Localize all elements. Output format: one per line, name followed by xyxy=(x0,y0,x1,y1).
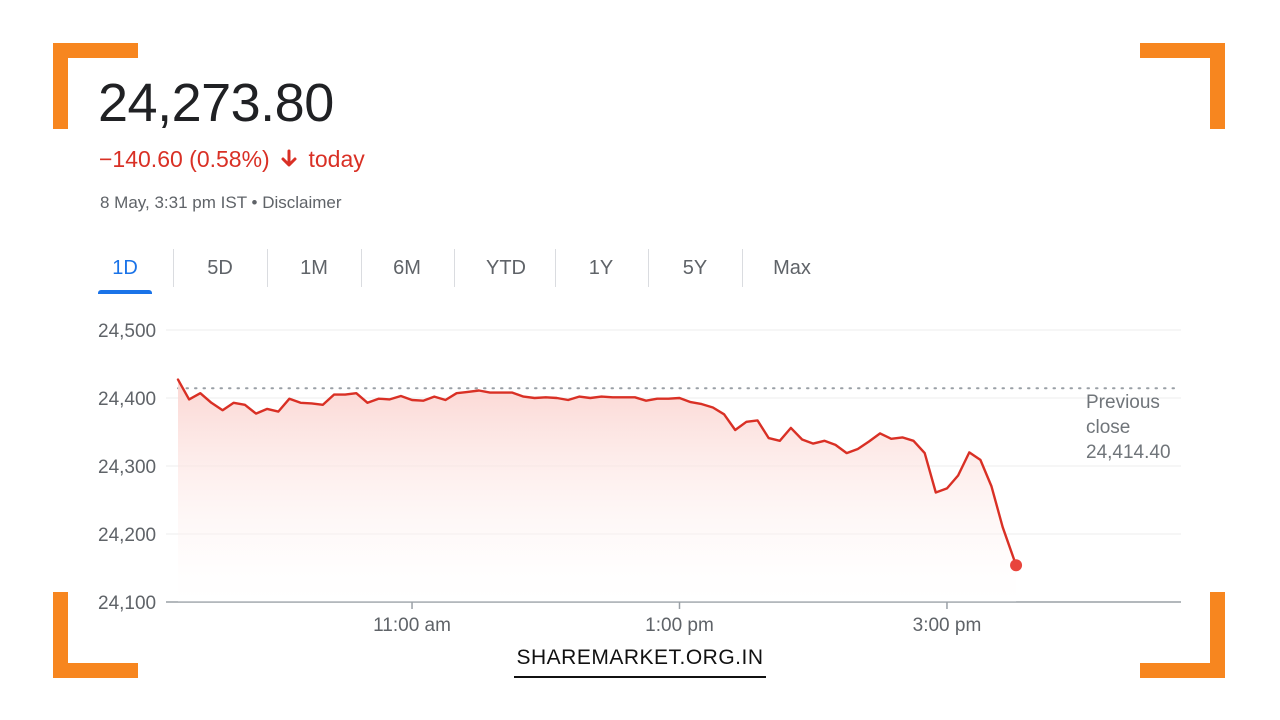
tab-label: Max xyxy=(773,257,811,279)
tab-label: 6M xyxy=(393,257,421,279)
price-change-suffix: today xyxy=(308,146,365,172)
tab-label: 1D xyxy=(112,257,138,279)
tab-label: 5Y xyxy=(682,257,708,279)
tab-divider xyxy=(454,249,455,287)
price-change-value: −140.60 (0.58%) xyxy=(99,146,270,172)
current-price: 24,273.80 xyxy=(98,73,334,133)
tab-label: 5D xyxy=(207,257,233,279)
y-tick-label: 24,500 xyxy=(98,321,156,342)
frame-corner-bottom-right xyxy=(1140,592,1225,678)
frame-corner-bottom-left xyxy=(53,592,138,678)
tab-1y[interactable]: 1Y xyxy=(574,246,628,292)
y-tick-label: 24,200 xyxy=(98,525,156,546)
previous-close-label: close xyxy=(1086,417,1130,438)
tab-divider xyxy=(173,249,174,287)
tab-divider xyxy=(555,249,556,287)
tab-divider xyxy=(742,249,743,287)
tab-label: YTD xyxy=(486,257,526,279)
previous-close-label: Previous xyxy=(1086,392,1160,413)
tab-label: 1M xyxy=(300,257,328,279)
active-tab-indicator xyxy=(98,290,152,294)
series-area-fill xyxy=(178,379,1017,602)
y-tick-label: 24,100 xyxy=(98,593,156,614)
tab-1m[interactable]: 1M xyxy=(287,246,341,292)
y-tick-label: 24,300 xyxy=(98,457,156,478)
tab-5d[interactable]: 5D xyxy=(193,246,247,292)
frame-corner-top-right xyxy=(1140,43,1225,129)
arrow-down-icon xyxy=(278,148,300,170)
x-tick-label: 3:00 pm xyxy=(913,615,982,636)
previous-close-label: 24,414.40 xyxy=(1086,442,1171,463)
frame-corner-top-left xyxy=(53,43,138,129)
tab-max[interactable]: Max xyxy=(762,246,822,292)
tab-1d[interactable]: 1D xyxy=(98,246,152,294)
quote-meta: 8 May, 3:31 pm IST • Disclaimer xyxy=(100,193,342,213)
tab-5y[interactable]: 5Y xyxy=(668,246,722,292)
series-line xyxy=(176,378,1018,567)
x-tick-label: 11:00 am xyxy=(373,615,451,636)
last-price-point xyxy=(1010,559,1023,572)
brand-watermark: SHAREMARKET.ORG.IN xyxy=(514,646,766,678)
tab-6m[interactable]: 6M xyxy=(380,246,434,292)
tab-divider xyxy=(648,249,649,287)
quote-timestamp: 8 May, 3:31 pm IST xyxy=(100,193,247,212)
tab-label: 1Y xyxy=(588,257,614,279)
y-tick-label: 24,400 xyxy=(98,389,156,410)
price-change: −140.60 (0.58%) today xyxy=(99,146,365,173)
tab-divider xyxy=(361,249,362,287)
tab-divider xyxy=(267,249,268,287)
disclaimer-link[interactable]: Disclaimer xyxy=(262,193,342,212)
meta-separator: • xyxy=(251,193,258,212)
x-tick-label: 1:00 pm xyxy=(645,615,714,636)
tab-ytd[interactable]: YTD xyxy=(473,246,539,292)
